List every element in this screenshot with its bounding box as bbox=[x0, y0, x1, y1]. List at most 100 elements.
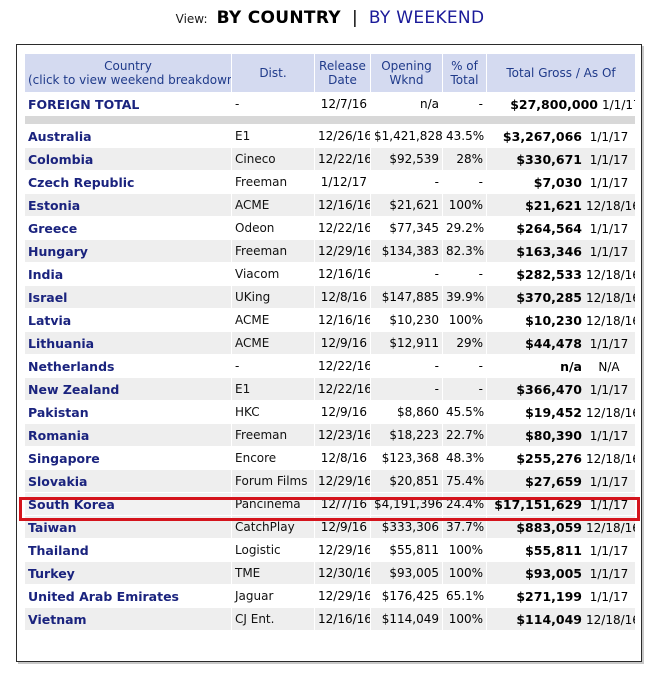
pct-of-total-cell: 100% bbox=[443, 309, 486, 331]
foreign-total-release: 12/7/16 bbox=[315, 93, 370, 115]
opening-wknd-cell: $12,911 bbox=[371, 332, 442, 354]
country-link[interactable]: New Zealand bbox=[28, 381, 120, 397]
country-link[interactable]: Hungary bbox=[28, 243, 88, 259]
release-date-cell: 12/29/16 bbox=[315, 240, 370, 262]
total-gross-value: $264,564 bbox=[516, 220, 582, 236]
country-link[interactable]: Pakistan bbox=[28, 404, 89, 420]
country-link[interactable]: Greece bbox=[28, 220, 78, 236]
pct-of-total-cell: 29% bbox=[443, 332, 486, 354]
pct-of-total-cell: 45.5% bbox=[443, 401, 486, 423]
release-date-cell: 12/22/16 bbox=[315, 217, 370, 239]
total-gross-cell: $366,470 1/1/17 bbox=[487, 378, 635, 400]
as-of-date: 12/18/16 bbox=[586, 405, 635, 420]
country-link[interactable]: Romania bbox=[28, 427, 90, 443]
pct-of-total-cell: 29.2% bbox=[443, 217, 486, 239]
foreign-total-asof: 1/1/17 bbox=[602, 97, 635, 112]
country-link[interactable]: Lithuania bbox=[28, 335, 95, 351]
country-link[interactable]: Czech Republic bbox=[28, 174, 135, 190]
column-header-total-gross[interactable]: Total Gross / As Of bbox=[487, 54, 635, 92]
country-link[interactable]: Colombia bbox=[28, 151, 94, 167]
country-link[interactable]: India bbox=[28, 266, 64, 282]
as-of-date: 1/1/17 bbox=[589, 175, 629, 190]
opening-wknd-cell: - bbox=[371, 263, 442, 285]
country-link[interactable]: Netherlands bbox=[28, 358, 115, 374]
country-link[interactable]: Australia bbox=[28, 128, 92, 144]
pct-of-total-cell: 100% bbox=[443, 562, 486, 584]
view-by-weekend-link[interactable]: BY WEEKEND bbox=[368, 8, 485, 28]
pct-of-total-cell: 82.3% bbox=[443, 240, 486, 262]
table-row: Greece Odeon 12/22/16 $77,345 29.2% $264,564 1… bbox=[25, 217, 635, 239]
country-cell: Israel bbox=[25, 286, 231, 308]
pct-of-total-cell: 75.4% bbox=[443, 470, 486, 492]
country-link[interactable]: Turkey bbox=[28, 565, 75, 581]
opening-wknd-cell: $55,811 bbox=[371, 539, 442, 561]
table-row: Latvia ACME 12/16/16 $10,230 100% $10,230 12/1… bbox=[25, 309, 635, 331]
country-cell: Romania bbox=[25, 424, 231, 446]
release-date-cell: 12/30/16 bbox=[315, 562, 370, 584]
country-cell: Latvia bbox=[25, 309, 231, 331]
country-cell: Colombia bbox=[25, 148, 231, 170]
country-link[interactable]: Taiwan bbox=[28, 519, 77, 535]
release-date-cell: 12/22/16 bbox=[315, 355, 370, 377]
release-date-cell: 12/7/16 bbox=[315, 493, 370, 515]
column-header-pct-of-total[interactable]: % of Total bbox=[443, 54, 486, 92]
country-link[interactable]: Slovakia bbox=[28, 473, 88, 489]
as-of-date: 12/18/16 bbox=[586, 267, 635, 282]
opening-wknd-cell: - bbox=[371, 171, 442, 193]
pct-of-total-cell: - bbox=[443, 378, 486, 400]
total-gross-value: $163,346 bbox=[516, 243, 582, 259]
pct-of-total-cell: 24.4% bbox=[443, 493, 486, 515]
country-link[interactable]: Israel bbox=[28, 289, 68, 305]
column-header-opening-wknd[interactable]: Opening Wknd bbox=[371, 54, 442, 92]
table-row: Netherlands -12/22/16- - n/a N/A bbox=[25, 355, 635, 377]
country-link[interactable]: South Korea bbox=[28, 496, 115, 512]
opening-wknd-cell: $8,860 bbox=[371, 401, 442, 423]
opening-wknd-cell: $93,005 bbox=[371, 562, 442, 584]
total-gross-cell: $21,621 12/18/16 bbox=[487, 194, 635, 216]
dist-cell: Freeman bbox=[232, 240, 314, 262]
opening-wknd-cell: $20,851 bbox=[371, 470, 442, 492]
table-row: Romania Freeman 12/23/16 $18,223 22.7% $80,39… bbox=[25, 424, 635, 446]
pct-of-total-cell: 65.1% bbox=[443, 585, 486, 607]
country-link[interactable]: Estonia bbox=[28, 197, 81, 213]
release-date-cell: 12/9/16 bbox=[315, 516, 370, 538]
dist-cell: - bbox=[232, 355, 314, 377]
as-of-date: 1/1/17 bbox=[589, 428, 629, 443]
foreign-total-gross: $27,800,000 1/1/17 bbox=[487, 93, 635, 115]
country-cell: Australia bbox=[25, 125, 231, 147]
column-header-release-date[interactable]: Release Date bbox=[315, 54, 370, 92]
dist-cell: TME bbox=[232, 562, 314, 584]
total-gross-value: $44,478 bbox=[525, 335, 582, 351]
country-link[interactable]: Singapore bbox=[28, 450, 100, 466]
opening-wknd-cell: $176,425 bbox=[371, 585, 442, 607]
country-cell: Netherlands bbox=[25, 355, 231, 377]
total-gross-cell: $163,346 1/1/17 bbox=[487, 240, 635, 262]
pct-of-total-cell: 43.5% bbox=[443, 125, 486, 147]
as-of-date: N/A bbox=[598, 359, 620, 374]
country-gross-table: Country (click to view weekend breakdown)… bbox=[24, 53, 636, 631]
dist-cell: Odeon bbox=[232, 217, 314, 239]
table-row: India Viacom 12/16/16- - $282,533 12/18/16 bbox=[25, 263, 635, 285]
opening-wknd-cell: $4,191,396 bbox=[371, 493, 442, 515]
opening-wknd-cell: $147,885 bbox=[371, 286, 442, 308]
country-link[interactable]: Thailand bbox=[28, 542, 89, 558]
table-row: Slovakia Forum Films 12/29/16 $20,851 75.4% $… bbox=[25, 470, 635, 492]
country-cell: Estonia bbox=[25, 194, 231, 216]
column-header-country[interactable]: Country (click to view weekend breakdown) bbox=[25, 54, 231, 92]
column-header-country-title: Country bbox=[104, 59, 152, 73]
dist-cell: E1 bbox=[232, 125, 314, 147]
pct-of-total-cell: - bbox=[443, 355, 486, 377]
table-header-row: Country (click to view weekend breakdown)… bbox=[25, 54, 635, 92]
country-link[interactable]: Latvia bbox=[28, 312, 72, 328]
pct-of-total-cell: 100% bbox=[443, 194, 486, 216]
country-link[interactable]: Vietnam bbox=[28, 611, 87, 627]
as-of-date: 1/1/17 bbox=[589, 129, 629, 144]
country-link[interactable]: United Arab Emirates bbox=[28, 588, 180, 604]
pct-of-total-cell: 22.7% bbox=[443, 424, 486, 446]
pct-of-total-cell: 100% bbox=[443, 608, 486, 630]
column-header-dist[interactable]: Dist. bbox=[232, 54, 314, 92]
release-date-cell: 12/29/16 bbox=[315, 470, 370, 492]
total-gross-value: $7,030 bbox=[533, 174, 582, 190]
table-row: Colombia Cineco 12/22/16 $92,539 28% $330,671… bbox=[25, 148, 635, 170]
view-switcher: View: BY COUNTRY | BY WEEKEND bbox=[0, 6, 660, 31]
